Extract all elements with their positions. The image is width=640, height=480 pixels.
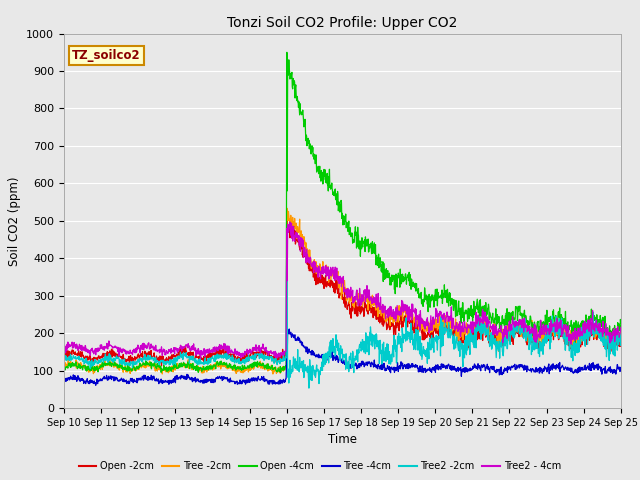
Tree -2cm: [429, 318, 437, 324]
Open -4cm: [617, 320, 625, 326]
Open -4cm: [283, 49, 291, 55]
Tree2 -2cm: [552, 329, 559, 335]
Tree2 - 4cm: [502, 323, 510, 329]
Tree2 -2cm: [617, 331, 625, 337]
Open -4cm: [60, 362, 68, 368]
Tree -2cm: [617, 329, 625, 335]
Legend: Open -2cm, Tree -2cm, Open -4cm, Tree -4cm, Tree2 -2cm, Tree2 - 4cm: Open -2cm, Tree -2cm, Open -4cm, Tree -4…: [75, 457, 565, 475]
Tree -4cm: [246, 376, 254, 382]
Tree2 - 4cm: [552, 329, 559, 335]
X-axis label: Time: Time: [328, 433, 357, 446]
Tree -2cm: [283, 205, 291, 211]
Tree2 - 4cm: [184, 345, 191, 350]
Line: Tree -2cm: Tree -2cm: [64, 208, 621, 374]
Tree2 -2cm: [283, 229, 291, 235]
Tree -2cm: [502, 332, 510, 337]
Tree -2cm: [60, 364, 68, 370]
Open -2cm: [502, 338, 510, 344]
Line: Tree2 -2cm: Tree2 -2cm: [64, 232, 621, 388]
Open -2cm: [617, 333, 625, 338]
Tree2 - 4cm: [60, 347, 68, 352]
Line: Open -2cm: Open -2cm: [64, 216, 621, 366]
Tree2 -2cm: [429, 347, 437, 352]
Open -4cm: [502, 310, 510, 316]
Text: TZ_soilco2: TZ_soilco2: [72, 48, 141, 61]
Open -2cm: [157, 363, 165, 369]
Tree -4cm: [502, 366, 510, 372]
Tree2 -2cm: [246, 355, 254, 360]
Open -2cm: [552, 333, 559, 339]
Tree2 -2cm: [60, 356, 68, 362]
Open -4cm: [170, 361, 178, 367]
Tree2 - 4cm: [429, 320, 437, 325]
Tree -4cm: [617, 367, 625, 372]
Open -4cm: [246, 361, 254, 367]
Tree2 - 4cm: [617, 324, 625, 330]
Tree2 -2cm: [305, 385, 313, 391]
Tree -4cm: [184, 372, 192, 378]
Open -4cm: [429, 295, 437, 300]
Line: Open -4cm: Open -4cm: [64, 52, 621, 372]
Tree2 -2cm: [184, 354, 191, 360]
Open -2cm: [429, 324, 437, 330]
Tree2 - 4cm: [246, 348, 254, 353]
Open -2cm: [60, 350, 68, 356]
Tree2 - 4cm: [196, 355, 204, 361]
Open -2cm: [184, 352, 192, 358]
Open -4cm: [552, 314, 559, 320]
Tree -4cm: [60, 377, 68, 383]
Open -4cm: [184, 359, 191, 365]
Tree -2cm: [171, 365, 179, 371]
Tree2 - 4cm: [286, 219, 294, 225]
Title: Tonzi Soil CO2 Profile: Upper CO2: Tonzi Soil CO2 Profile: Upper CO2: [227, 16, 458, 30]
Tree2 -2cm: [502, 336, 510, 342]
Tree -4cm: [92, 383, 100, 388]
Tree -2cm: [159, 371, 166, 377]
Open -2cm: [283, 214, 291, 219]
Tree -2cm: [246, 366, 254, 372]
Tree -2cm: [552, 321, 559, 327]
Y-axis label: Soil CO2 (ppm): Soil CO2 (ppm): [8, 176, 20, 265]
Tree -4cm: [552, 364, 559, 370]
Tree -4cm: [171, 374, 179, 380]
Tree2 -2cm: [170, 355, 178, 361]
Line: Tree -4cm: Tree -4cm: [64, 329, 621, 385]
Tree -4cm: [429, 366, 437, 372]
Tree -2cm: [184, 357, 192, 362]
Tree -4cm: [285, 326, 293, 332]
Line: Tree2 - 4cm: Tree2 - 4cm: [64, 222, 621, 358]
Open -4cm: [277, 370, 285, 375]
Tree2 - 4cm: [170, 349, 178, 355]
Open -2cm: [171, 353, 179, 359]
Open -2cm: [246, 354, 254, 360]
